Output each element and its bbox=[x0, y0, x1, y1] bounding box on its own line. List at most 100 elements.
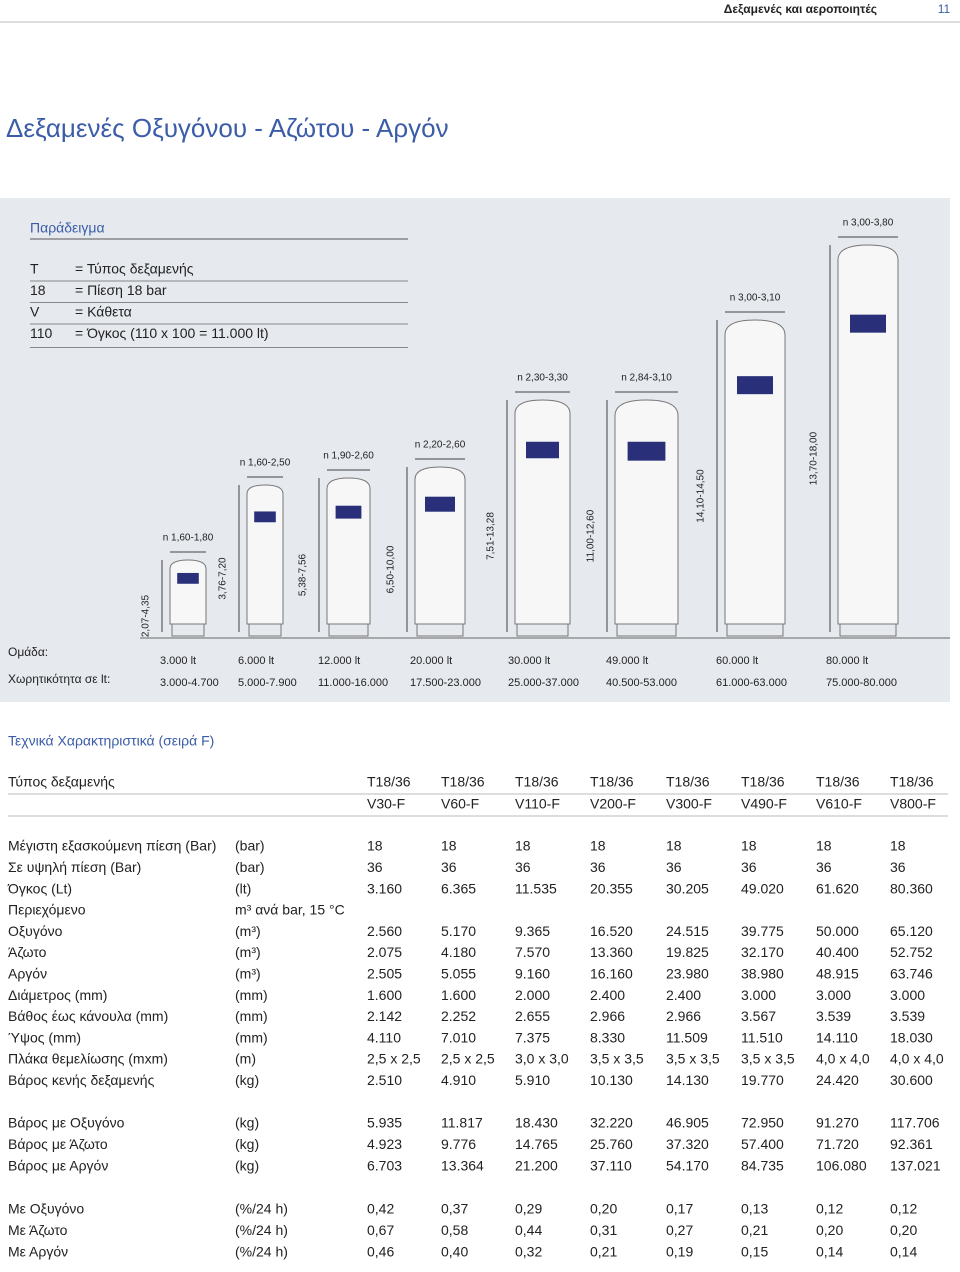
cell: 18 bbox=[741, 838, 757, 854]
row-unit: (mm) bbox=[235, 1008, 268, 1024]
cell: 18 bbox=[666, 838, 682, 854]
cell: 21.200 bbox=[515, 1157, 558, 1173]
row-unit: (mm) bbox=[235, 987, 268, 1003]
tank-diameter: n 3,00-3,10 bbox=[730, 293, 781, 304]
model-line: V200-F bbox=[590, 796, 636, 812]
example-code: V bbox=[30, 304, 40, 320]
cell: 18 bbox=[816, 838, 832, 854]
row-label: Βάθος έως κάνουλα (mm) bbox=[8, 1008, 168, 1024]
tank-height: 11,00-12,60 bbox=[586, 509, 597, 562]
group: 20.000 lt bbox=[410, 655, 452, 667]
tank-diameter: n 2,20-2,60 bbox=[415, 440, 466, 451]
group: 80.000 lt bbox=[826, 655, 868, 667]
page-number: 11 bbox=[938, 2, 951, 16]
cell: 63.746 bbox=[890, 966, 933, 982]
tank-logo bbox=[177, 572, 199, 584]
row-label: Με Άζωτο bbox=[8, 1222, 68, 1238]
row-label: Αργόν bbox=[8, 966, 47, 982]
tank-base bbox=[171, 623, 205, 637]
cell: 54.170 bbox=[666, 1157, 709, 1173]
page-title: Δεξαμενές Οξυγόνου - Αζώτου - Αργόν bbox=[6, 113, 449, 143]
cell: 48.915 bbox=[816, 966, 859, 982]
cell: 0,21 bbox=[590, 1243, 617, 1259]
capacity: 5.000-7.900 bbox=[238, 677, 297, 689]
cell: 19.825 bbox=[666, 944, 709, 960]
cell: 2.000 bbox=[515, 987, 550, 1003]
row-unit: (%/24 h) bbox=[235, 1201, 288, 1217]
capacity: 11.000-16.000 bbox=[318, 677, 388, 689]
cell: 37.320 bbox=[666, 1136, 709, 1152]
cell: 16.160 bbox=[590, 966, 633, 982]
cell: 11.817 bbox=[441, 1115, 483, 1131]
cell: 36 bbox=[441, 859, 457, 875]
tank-base bbox=[516, 623, 569, 637]
row-unit: (kg) bbox=[235, 1115, 259, 1131]
cell: 8.330 bbox=[590, 1029, 625, 1045]
row-unit: (mm) bbox=[235, 1029, 268, 1045]
cell: 18.030 bbox=[890, 1029, 933, 1045]
cell: 7.570 bbox=[515, 944, 550, 960]
cell: 36 bbox=[741, 859, 757, 875]
cell: 52.752 bbox=[890, 944, 933, 960]
cell: 36 bbox=[666, 859, 682, 875]
cell: 14.110 bbox=[816, 1029, 858, 1045]
cell: 0,44 bbox=[515, 1222, 542, 1238]
cell: 4.110 bbox=[367, 1029, 401, 1045]
cell: 0,27 bbox=[666, 1222, 693, 1238]
cell: 9.160 bbox=[515, 966, 550, 982]
model-line: V110-F bbox=[515, 796, 560, 812]
cell: 11.535 bbox=[515, 880, 557, 896]
capacity: 75.000-80.000 bbox=[826, 677, 897, 689]
cell: 3.567 bbox=[741, 1008, 776, 1024]
cell: 3,5 x 3,5 bbox=[590, 1051, 644, 1067]
model-line: V490-F bbox=[741, 796, 787, 812]
cell: 92.361 bbox=[890, 1136, 933, 1152]
cell: 4.180 bbox=[441, 944, 476, 960]
tank-height: 6,50-10,00 bbox=[386, 545, 397, 593]
row-label: Περιεχόμενο bbox=[8, 902, 86, 918]
model-line: V30-F bbox=[367, 796, 405, 812]
cell: 18.430 bbox=[515, 1115, 558, 1131]
cell: 2.560 bbox=[367, 923, 402, 939]
cell: 117.706 bbox=[890, 1115, 940, 1131]
cell: 46.905 bbox=[666, 1115, 709, 1131]
row-label: Με Οξυγόνο bbox=[8, 1201, 84, 1217]
cell: 30.600 bbox=[890, 1072, 933, 1088]
tank-diameter: n 2,84-3,10 bbox=[621, 373, 672, 384]
example-code: 18 bbox=[30, 282, 46, 298]
cell: 0,14 bbox=[816, 1243, 843, 1259]
group: 30.000 lt bbox=[508, 655, 550, 667]
cell: 2.510 bbox=[367, 1072, 402, 1088]
row-label: Βάρος με Άζωτο bbox=[8, 1136, 108, 1152]
cell: 36 bbox=[515, 859, 531, 875]
example-code: T bbox=[30, 261, 39, 277]
example-text: = Τύπος δεξαμενής bbox=[75, 261, 194, 277]
model-line: V300-F bbox=[666, 796, 712, 812]
row-unit: (bar) bbox=[235, 838, 265, 854]
cell: 0,40 bbox=[441, 1243, 468, 1259]
cell: 71.720 bbox=[816, 1136, 859, 1152]
specs-title: Τεχνικά Χαρακτηριστικά (σειρά F) bbox=[8, 733, 214, 749]
capacity: 3.000-4.700 bbox=[160, 677, 219, 689]
cell: 36 bbox=[367, 859, 383, 875]
cell: 0,29 bbox=[515, 1201, 542, 1217]
cell: 2.075 bbox=[367, 944, 402, 960]
model-line: T18/36 bbox=[441, 774, 485, 790]
cell: 3.539 bbox=[816, 1008, 851, 1024]
model-line: T18/36 bbox=[890, 774, 934, 790]
cell: 0,58 bbox=[441, 1222, 468, 1238]
cell: 2.400 bbox=[590, 987, 625, 1003]
cell: 50.000 bbox=[816, 923, 859, 939]
row-unit: (kg) bbox=[235, 1157, 259, 1173]
cell: 80.360 bbox=[890, 880, 933, 896]
row-unit: (kg) bbox=[235, 1136, 259, 1152]
row-unit: (m³) bbox=[235, 966, 261, 982]
tank-diameter: n 1,60-1,80 bbox=[163, 533, 214, 544]
row-unit: (m³) bbox=[235, 944, 261, 960]
model-line: T18/36 bbox=[666, 774, 710, 790]
tank bbox=[414, 466, 466, 625]
cell: 3.160 bbox=[367, 880, 402, 896]
cell: 3,5 x 3,5 bbox=[741, 1051, 795, 1067]
cell: 18 bbox=[515, 838, 531, 854]
cell: 3.000 bbox=[816, 987, 851, 1003]
